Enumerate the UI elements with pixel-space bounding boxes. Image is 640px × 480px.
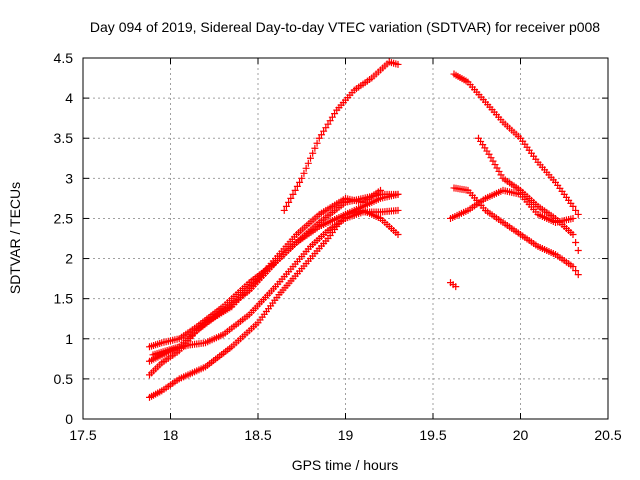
data-point [317, 131, 325, 139]
x-tick-label: 20 [513, 427, 529, 443]
series-points [450, 184, 582, 279]
data-point [291, 186, 299, 194]
data-point [309, 149, 317, 157]
x-tick-label: 18 [163, 427, 179, 443]
y-tick-label: 1.5 [54, 291, 74, 307]
y-axis-label: SDTVAR / TECUs [7, 182, 23, 294]
series-points [146, 206, 402, 401]
series-points [450, 70, 582, 218]
data-point [572, 206, 580, 214]
data-points [146, 58, 582, 401]
data-point [324, 120, 332, 128]
data-point [293, 182, 301, 190]
y-tick-label: 4.5 [54, 50, 74, 66]
data-point [394, 230, 402, 238]
series-points [146, 190, 402, 379]
data-point [328, 113, 336, 121]
data-point [287, 194, 295, 202]
chart-title: Day 094 of 2019, Sidereal Day-to-day VTE… [90, 19, 600, 35]
data-point [320, 127, 328, 135]
data-point [394, 206, 402, 214]
y-tick-label: 3 [65, 170, 73, 186]
data-point [307, 154, 314, 162]
y-tick-label: 1 [65, 331, 73, 347]
data-point [300, 169, 308, 177]
data-point [326, 117, 334, 125]
data-point [322, 124, 330, 132]
data-point [569, 230, 577, 238]
data-point [452, 283, 460, 291]
y-tick-label: 0.5 [54, 371, 74, 387]
x-tick-label: 20.5 [594, 427, 621, 443]
data-point [315, 134, 323, 142]
data-point [377, 186, 384, 194]
y-tick-label: 4 [65, 90, 73, 106]
x-tick-label: 19.5 [419, 427, 446, 443]
data-point [280, 206, 288, 214]
data-point [302, 164, 310, 172]
y-tick-label: 2 [65, 251, 73, 267]
data-point [298, 174, 306, 182]
x-tick-label: 19 [338, 427, 354, 443]
data-point [289, 190, 297, 198]
series-points [149, 186, 384, 359]
data-point [572, 267, 580, 275]
data-point [313, 139, 321, 147]
data-point [569, 214, 577, 222]
series-points [280, 58, 402, 214]
data-point [311, 144, 319, 152]
data-point [569, 263, 577, 271]
axis-ticks: 17.5 18 18.5 19 19.5 20 20.5 0 0.5 1 1.5 2 2.5 3 3.5 4 4… [54, 50, 622, 443]
x-tick-label: 18.5 [244, 427, 271, 443]
data-point [572, 239, 580, 247]
y-tick-label: 2.5 [54, 210, 74, 226]
data-point [331, 110, 339, 118]
x-tick-label: 17.5 [69, 427, 96, 443]
data-point [574, 247, 582, 255]
data-point [285, 198, 293, 206]
series-points [447, 186, 577, 226]
data-point [574, 210, 582, 218]
data-point [296, 178, 304, 186]
data-point [569, 202, 577, 210]
data-point [394, 190, 402, 198]
data-point [282, 202, 290, 210]
data-point [394, 60, 402, 68]
y-tick-label: 0 [65, 411, 73, 427]
data-point [304, 159, 312, 167]
x-axis-label: GPS time / hours [292, 457, 399, 473]
series-points [447, 279, 460, 291]
data-point [574, 271, 582, 279]
y-tick-label: 3.5 [54, 130, 74, 146]
